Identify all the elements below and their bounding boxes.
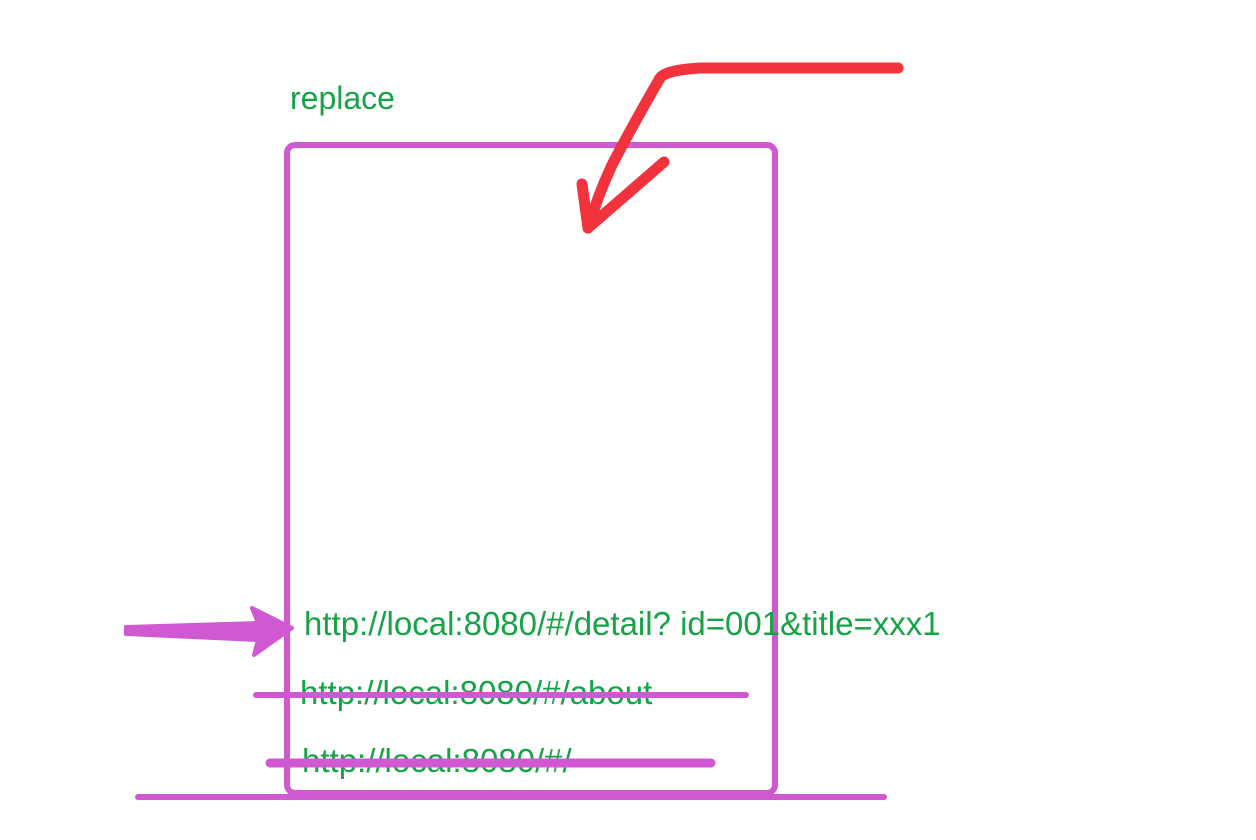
history-stack-box xyxy=(284,142,778,796)
curved-arrow-down-left-icon xyxy=(576,62,904,234)
history-entry-current: http://local:8080/#/detail? id=001&title… xyxy=(304,605,941,642)
history-entry-root: http://local:8080/#/ xyxy=(302,742,572,779)
arrow-right-icon xyxy=(124,606,294,657)
diagram-title: replace xyxy=(290,80,395,116)
history-entry-about: http://local:8080/#/about xyxy=(300,674,653,711)
